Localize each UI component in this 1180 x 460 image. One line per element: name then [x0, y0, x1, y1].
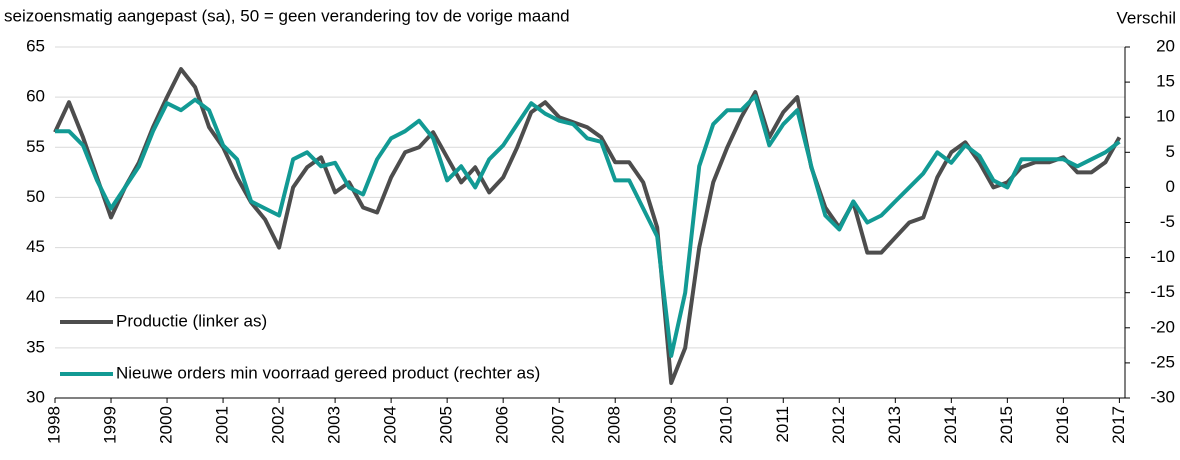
x-tick-label: 2017 [1109, 406, 1128, 444]
y-tick-label: 45 [26, 237, 45, 256]
y2-tick-label: 5 [1166, 142, 1175, 161]
x-tick-label: 2001 [213, 406, 232, 444]
y-tick-label: 50 [26, 187, 45, 206]
y2-axis-label: Verschil [1116, 8, 1176, 27]
x-tick-label: 1998 [44, 406, 63, 444]
x-tick-label: 2013 [885, 406, 904, 444]
legend-label: Productie (linker as) [116, 311, 267, 330]
y-tick-label: 30 [26, 387, 45, 406]
series-line [53, 67, 1122, 385]
subtitle: seizoensmatig aangepast (sa), 50 = geen … [4, 6, 570, 25]
y2-tick-label: -30 [1150, 387, 1175, 406]
x-tick-label: 2003 [325, 406, 344, 444]
y2-tick-label: -25 [1150, 352, 1175, 371]
x-tick-label: 2008 [605, 406, 624, 444]
y2-tick-label: 0 [1166, 177, 1175, 196]
x-tick-label: 2000 [157, 406, 176, 444]
series-line [55, 94, 1121, 358]
y2-tick-label: 20 [1156, 36, 1175, 55]
x-tick-label: 2010 [717, 406, 736, 444]
legend-label: Nieuwe orders min voorraad gereed produc… [116, 363, 540, 382]
x-tick-label: 2005 [437, 406, 456, 444]
x-tick-label: 2007 [549, 406, 568, 444]
x-tick-label: 2004 [381, 406, 400, 444]
x-tick-label: 2011 [773, 406, 792, 443]
x-tick-label: 2012 [829, 406, 848, 444]
y2-tick-label: -5 [1160, 212, 1175, 231]
y-tick-label: 40 [26, 287, 45, 306]
x-tick-label: 2002 [269, 406, 288, 444]
x-tick-label: 2014 [941, 406, 960, 444]
y-tick-label: 35 [26, 337, 45, 356]
y-tick-label: 60 [26, 87, 45, 106]
x-tick-label: 1999 [101, 406, 120, 444]
y2-tick-label: -10 [1150, 247, 1175, 266]
x-tick-label: 2016 [1053, 406, 1072, 444]
x-tick-label: 2006 [493, 406, 512, 444]
y2-tick-label: -15 [1150, 282, 1175, 301]
y2-tick-label: 15 [1156, 72, 1175, 91]
y2-tick-label: 10 [1156, 107, 1175, 126]
x-tick-label: 2009 [661, 406, 680, 444]
x-tick-label: 2015 [997, 406, 1016, 444]
y-tick-label: 65 [26, 36, 45, 55]
y2-tick-label: -20 [1150, 317, 1175, 336]
y-tick-label: 55 [26, 137, 45, 156]
